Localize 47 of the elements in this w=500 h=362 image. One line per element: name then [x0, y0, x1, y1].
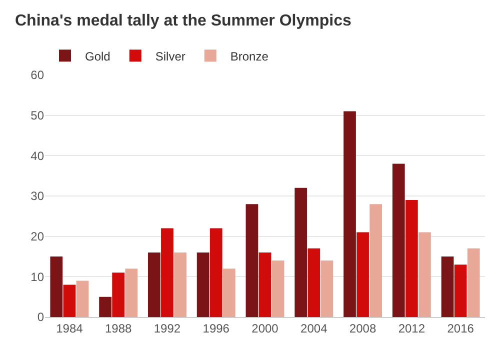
bar — [405, 200, 418, 317]
bar — [344, 111, 356, 317]
bar — [148, 252, 160, 317]
x-tick-label: 2004 — [300, 321, 328, 336]
bar — [320, 260, 334, 317]
bar — [272, 260, 284, 317]
x-tick-label: 1992 — [154, 321, 181, 336]
bar — [294, 188, 308, 317]
bar — [441, 256, 454, 317]
bar — [418, 232, 431, 317]
x-tick-label: 1996 — [202, 321, 230, 336]
legend-label: Gold — [85, 49, 110, 64]
y-tick-label: 40 — [30, 148, 44, 163]
bar — [356, 232, 369, 317]
bar — [99, 296, 112, 317]
chart-title: China's medal tally at the Summer Olympics — [15, 12, 352, 30]
bar — [50, 256, 63, 317]
x-tick-label: 2000 — [252, 321, 279, 336]
bar — [161, 228, 174, 317]
bar — [370, 204, 382, 317]
bar — [174, 252, 186, 317]
y-tick-label: 20 — [30, 230, 44, 244]
bar — [210, 228, 222, 317]
legend-label: Silver — [155, 49, 186, 64]
x-tick-label: 1984 — [56, 321, 84, 336]
bar — [454, 264, 467, 317]
x-tick-label: 2016 — [447, 321, 474, 336]
bar — [112, 272, 125, 317]
bar — [308, 248, 320, 317]
bar — [392, 164, 405, 317]
bar — [125, 268, 138, 317]
bar — [196, 252, 210, 317]
y-tick-label: 30 — [30, 189, 44, 204]
x-tick-label: 2012 — [398, 321, 426, 336]
y-tick-label: 50 — [30, 108, 44, 123]
bar — [63, 284, 76, 317]
y-tick-label: 60 — [30, 68, 44, 82]
y-tick-label: 0 — [37, 310, 44, 324]
bar — [258, 252, 272, 317]
bar — [222, 268, 236, 317]
y-tick-label: 10 — [30, 270, 44, 284]
bar — [467, 248, 480, 317]
x-tick-label: 1988 — [104, 321, 132, 336]
legend-label: Bronze — [230, 49, 269, 64]
bar — [76, 280, 89, 317]
x-tick-label: 2008 — [349, 321, 376, 336]
bar — [246, 204, 258, 317]
